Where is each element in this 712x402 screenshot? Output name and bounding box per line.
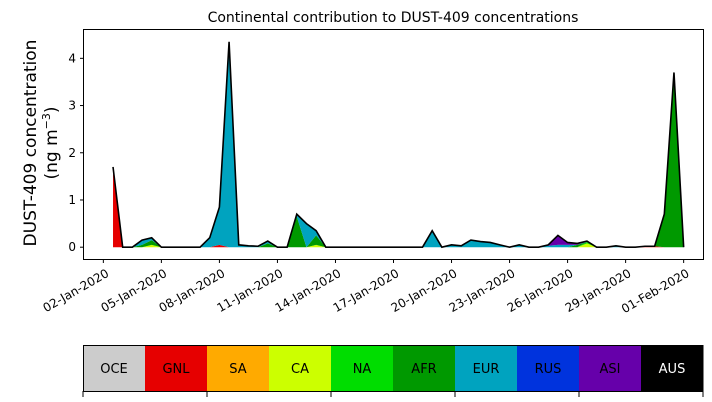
legend-label-oce: OCE: [100, 362, 128, 377]
y-axis-unit-prefix: (ng m: [42, 129, 62, 179]
legend-label-gnl: GNL: [162, 362, 190, 377]
legend-label-na: NA: [353, 362, 372, 377]
y-tick-label: 0: [68, 240, 76, 254]
legend-frame: [83, 345, 703, 392]
y-axis-label: DUST-409 concentration (ng m−3): [21, 40, 62, 247]
area-series-eur: [113, 41, 684, 248]
area-series-na: [113, 171, 684, 248]
y-axis-unit-suffix: ): [42, 106, 62, 113]
legend-label-rus: RUS: [535, 362, 562, 377]
legend-label-aus: AUS: [659, 362, 686, 377]
chart-title: Continental contribution to DUST-409 con…: [208, 10, 579, 26]
area-series-aus: [113, 41, 684, 248]
legend-label-sa: SA: [229, 362, 246, 377]
legend-swatch-aus: [641, 345, 704, 391]
legend-label-afr: AFR: [411, 362, 436, 377]
y-tick-label: 2: [68, 146, 76, 160]
legend-swatch-afr: [393, 345, 456, 391]
y-tick-label: 3: [68, 99, 76, 113]
color-legend: OCE GNL SA CA NA AFR EUR RUS ASI AUS: [82, 345, 704, 397]
total-concentration-line: [112, 41, 685, 249]
area-series-rus: [113, 41, 684, 248]
legend-swatch-gnl: [145, 345, 208, 391]
area-series-ca: [113, 171, 684, 248]
area-series-asi: [113, 41, 684, 248]
legend-swatch-na: [331, 345, 394, 391]
legend-label-eur: EUR: [473, 362, 500, 377]
area-series-afr: [113, 72, 684, 248]
y-axis-label-line2: (ng m−3): [40, 106, 62, 179]
legend-swatch-asi: [579, 345, 642, 391]
legend-swatch-eur: [455, 345, 518, 391]
y-axis-unit-exponent: −3: [40, 113, 53, 129]
y-tick-label: 4: [68, 51, 76, 65]
x-axis-ticks: 02-Jan-202005-Jan-202008-Jan-202011-Jan-…: [40, 259, 692, 316]
legend-swatch-oce: [83, 345, 146, 391]
area-series-gnl: [113, 171, 684, 248]
y-tick-label: 1: [68, 193, 76, 207]
y-axis-ticks: 0 1 2 3 4: [68, 51, 84, 254]
legend-swatch-ca: [269, 345, 332, 391]
legend-label-ca: CA: [291, 362, 309, 377]
plot-frame: [83, 29, 704, 260]
stacked-area-layer: [113, 41, 684, 248]
legend-swatch-sa: [207, 345, 270, 391]
legend-swatch-rus: [517, 345, 580, 391]
y-axis-label-line1: DUST-409 concentration: [21, 40, 41, 247]
area-series-sa: [113, 171, 684, 248]
legend-label-asi: ASI: [600, 362, 621, 377]
